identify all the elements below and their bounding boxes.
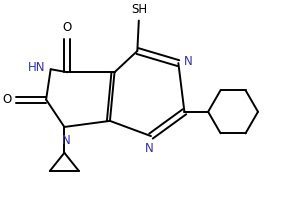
Text: SH: SH: [131, 3, 147, 16]
Text: O: O: [63, 21, 72, 34]
Text: O: O: [2, 93, 11, 106]
Text: N: N: [62, 134, 70, 147]
Text: N: N: [145, 142, 154, 155]
Text: HN: HN: [28, 61, 45, 74]
Text: N: N: [184, 55, 193, 68]
